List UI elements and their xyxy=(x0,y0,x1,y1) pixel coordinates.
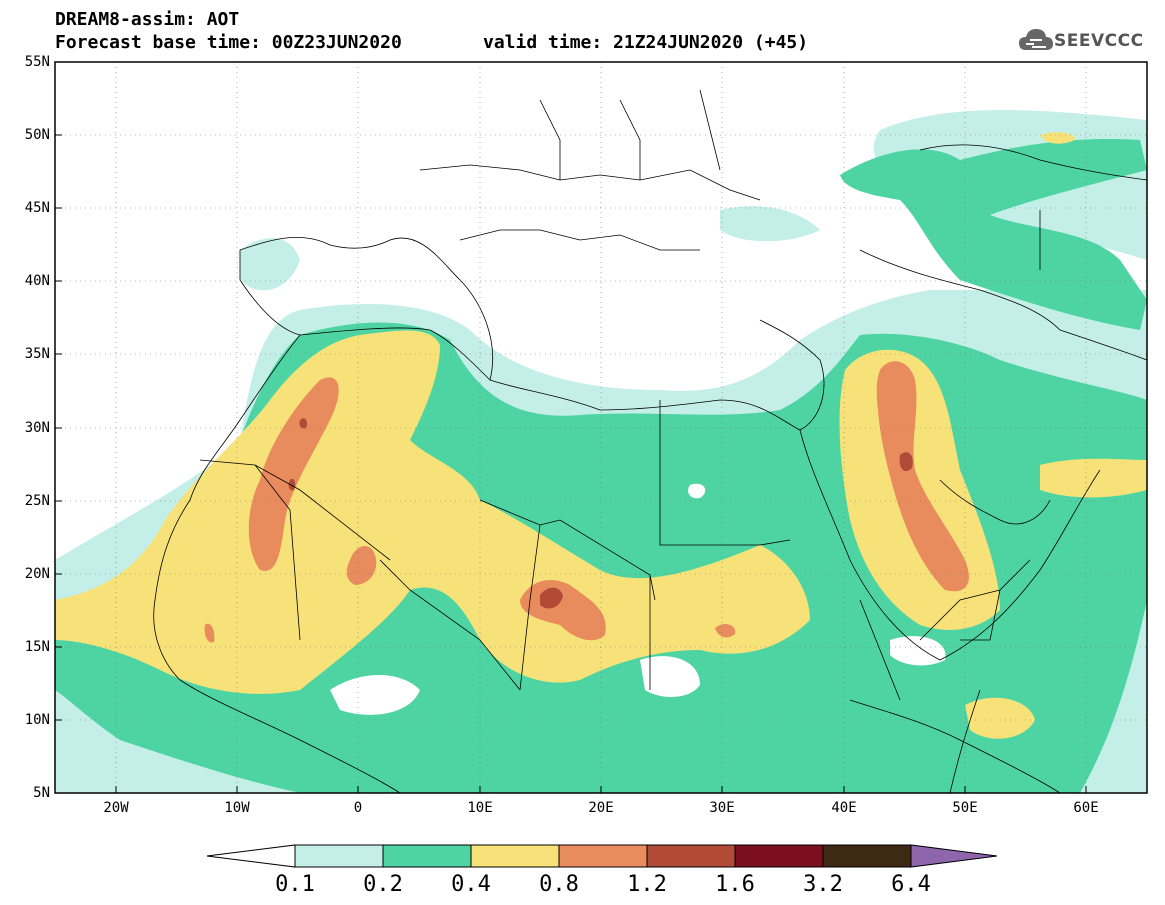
colorbar-bin-1 xyxy=(294,844,384,868)
lat-label: 15N xyxy=(24,639,50,655)
colorbar-label: 0.4 xyxy=(451,872,491,897)
lat-label: 5N xyxy=(33,785,50,801)
lat-label: 55N xyxy=(24,54,50,70)
colorbar-label: 0.2 xyxy=(363,872,403,897)
colorbar-bin-4 xyxy=(558,844,648,868)
lon-label: 20W xyxy=(103,800,129,816)
lat-label: 50N xyxy=(24,127,50,143)
lon-label: 30E xyxy=(709,800,735,816)
lat-label: 45N xyxy=(24,200,50,216)
lat-label: 40N xyxy=(24,273,50,289)
lat-label: 25N xyxy=(24,493,50,509)
colorbar-label: 1.6 xyxy=(715,872,755,897)
lat-label: 35N xyxy=(24,346,50,362)
lat-label: 20N xyxy=(24,566,50,582)
colorbar-label: 0.1 xyxy=(275,872,315,897)
colorbar-label: 6.4 xyxy=(891,872,931,897)
cloud-icon xyxy=(1019,29,1053,50)
colorbar xyxy=(206,844,998,868)
colorbar-bin-3 xyxy=(470,844,560,868)
lat-label: 10N xyxy=(24,712,50,728)
valid-time: valid time: 21Z24JUN2020 (+45) xyxy=(483,32,809,53)
forecast-base-time: Forecast base time: 00Z23JUN2020 xyxy=(55,32,402,53)
logo-text: SEEVCCC xyxy=(1054,31,1144,51)
lat-label: 30N xyxy=(24,420,50,436)
colorbar-label: 1.2 xyxy=(627,872,667,897)
colorbar-bin-5 xyxy=(646,844,736,868)
colorbar-over xyxy=(910,844,998,868)
tick-marks xyxy=(55,61,1087,793)
grid-lines xyxy=(55,62,1147,793)
colorbar-under xyxy=(206,844,296,868)
lon-label: 10E xyxy=(467,800,493,816)
lon-label: 50E xyxy=(952,800,978,816)
colorbar-bin-7 xyxy=(822,844,912,868)
lon-label: 0 xyxy=(353,800,363,816)
lon-label: 40E xyxy=(831,800,857,816)
map-title: DREAM8-assim: AOT xyxy=(55,9,240,30)
lon-label: 60E xyxy=(1073,800,1099,816)
colorbar-bin-6 xyxy=(734,844,824,868)
colorbar-label: 3.2 xyxy=(803,872,843,897)
country-borders xyxy=(153,89,1147,793)
lon-label: 10W xyxy=(224,800,250,816)
colorbar-bin-2 xyxy=(382,844,472,868)
colorbar-label: 0.8 xyxy=(539,872,579,897)
lon-label: 20E xyxy=(588,800,614,816)
seevccc-logo: SEEVCCC xyxy=(1018,26,1158,56)
